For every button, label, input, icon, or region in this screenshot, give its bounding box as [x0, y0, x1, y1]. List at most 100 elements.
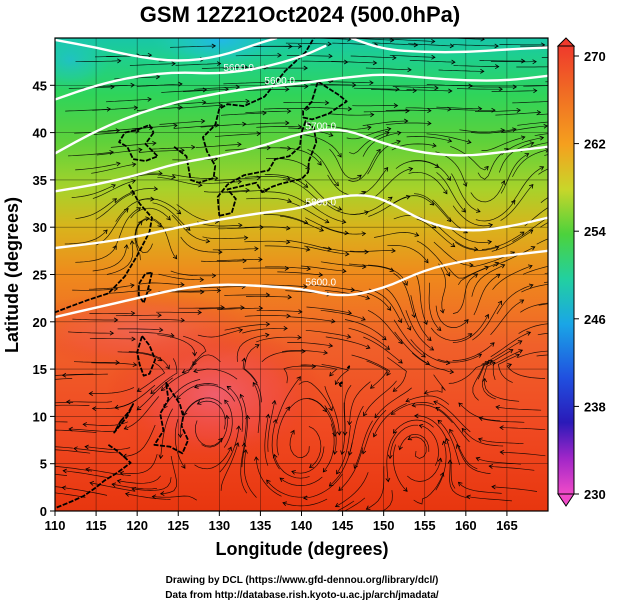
streamline-arrowhead: [28, 444, 31, 448]
streamline: [224, 323, 270, 331]
streamline: [470, 180, 505, 203]
streamline-arrowhead: [238, 222, 243, 228]
streamline: [194, 86, 240, 90]
streamline: [151, 217, 177, 260]
streamline-arrowhead: [91, 406, 97, 412]
streamline-arrowhead: [227, 446, 232, 452]
streamline-arrowhead: [478, 416, 484, 421]
streamline: [244, 175, 290, 180]
streamline-arrowhead: [554, 99, 558, 103]
streamline-arrowhead: [578, 160, 582, 164]
streamline: [194, 420, 223, 447]
streamline-arrowhead: [372, 60, 378, 66]
streamline-arrowhead: [303, 183, 309, 188]
streamline: [320, 309, 366, 321]
streamline-arrowhead: [279, 477, 285, 482]
streamline-arrowhead: [361, 231, 367, 237]
streamline-arrowhead: [112, 198, 118, 203]
streamline: [389, 424, 419, 459]
streamline: [413, 472, 444, 505]
streamline-arrowhead: [533, 88, 538, 94]
streamline: [399, 433, 430, 452]
streamline: [89, 337, 136, 340]
streamline-arrowhead: [265, 332, 270, 338]
streamline: [449, 429, 478, 470]
streamline-arrowhead: [194, 384, 199, 389]
streamline: [381, 490, 393, 511]
streamline: [105, 98, 152, 103]
streamline-arrowhead: [116, 161, 121, 167]
streamline-arrowhead: [461, 208, 466, 213]
streamline: [68, 151, 114, 157]
streamline: [261, 284, 307, 288]
streamline: [448, 361, 490, 384]
streamline-arrowhead: [254, 246, 259, 252]
streamline-arrowhead: [449, 428, 454, 434]
x-tick-label: 160: [455, 518, 477, 533]
streamline: [55, 492, 86, 498]
colorbar-body: [557, 45, 575, 495]
streamline: [63, 470, 109, 479]
streamline: [392, 444, 408, 492]
streamline-arrowhead: [285, 120, 290, 126]
streamline: [452, 44, 499, 47]
streamline: [438, 69, 484, 72]
streamline: [114, 188, 158, 204]
streamline: [55, 429, 97, 433]
streamline: [140, 31, 185, 32]
streamline-arrowhead: [447, 138, 453, 143]
streamline-arrowhead: [498, 86, 503, 92]
streamline: [538, 303, 548, 306]
streamline: [305, 329, 351, 338]
streamline-arrowhead: [155, 74, 161, 80]
streamline: [320, 261, 366, 268]
height-contour-line: [55, 194, 548, 250]
streamline: [496, 406, 542, 411]
streamline: [276, 376, 301, 421]
streamline: [348, 405, 364, 456]
streamline-arrowhead: [224, 399, 229, 405]
streamline: [89, 312, 135, 315]
streamline: [325, 336, 370, 349]
streamline: [240, 394, 247, 446]
streamline-arrowhead: [220, 305, 225, 310]
streamline: [405, 310, 434, 351]
streamline: [55, 404, 90, 406]
streamline-arrowhead: [451, 59, 456, 65]
streamline-arrowhead: [347, 106, 353, 112]
streamline: [367, 264, 408, 286]
streamline-arrowhead: [411, 402, 417, 408]
streamline: [338, 447, 364, 491]
credit-drawing: Drawing by DCL (https://www.gfd-dennou.o…: [166, 575, 439, 586]
streamline: [477, 349, 513, 380]
streamline-arrowhead: [342, 268, 347, 274]
streamline: [308, 426, 322, 468]
plot-area: 5600.0 5800.0 5700.0 5600.0 5600.0: [28, 31, 582, 511]
streamline-arrowhead: [376, 148, 381, 154]
streamline-arrowhead: [84, 444, 89, 450]
streamline-arrowhead: [218, 103, 224, 108]
streamline: [178, 307, 225, 309]
x-tick-label: 135: [250, 518, 272, 533]
streamline: [307, 148, 339, 186]
streamline-arrowhead: [408, 166, 414, 172]
streamline: [226, 386, 244, 432]
contour-label: 5600.0: [306, 278, 337, 289]
streamline-arrowhead: [381, 335, 387, 341]
streamline: [217, 307, 263, 310]
streamline-arrowhead: [345, 251, 350, 257]
streamline-arrowhead: [303, 65, 308, 71]
x-tick-label: 165: [496, 518, 518, 533]
streamline: [354, 420, 373, 469]
streamline: [540, 197, 548, 203]
streamline: [458, 402, 501, 422]
streamline: [362, 132, 401, 157]
colorbar-tick-label: 238: [584, 399, 606, 414]
streamline-arrowhead: [398, 445, 403, 451]
streamline-arrowhead: [386, 371, 391, 376]
streamline-arrowhead: [347, 451, 353, 456]
streamline-arrowhead: [286, 108, 292, 114]
streamline: [512, 101, 548, 104]
streamline-arrowhead: [405, 108, 410, 114]
streamline-arrowhead: [159, 491, 165, 496]
